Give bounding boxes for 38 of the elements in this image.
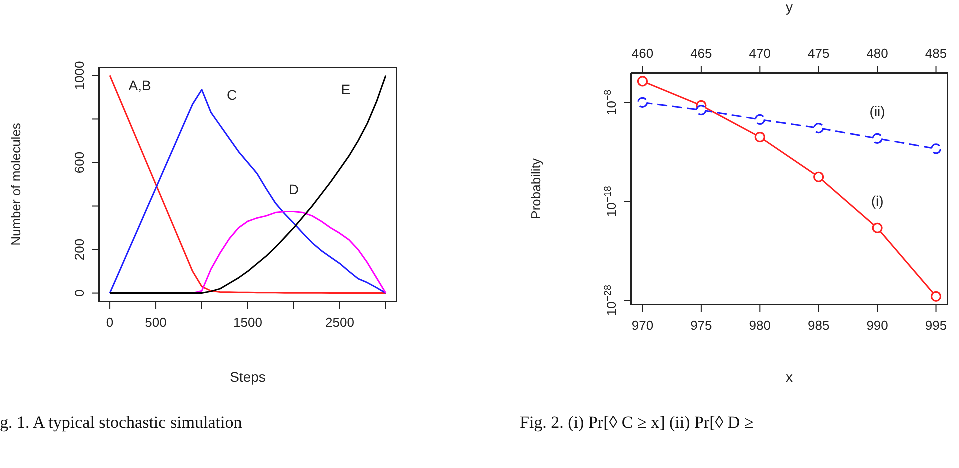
point (930, 291, 942, 302)
series-label: (i) (871, 193, 884, 210)
x-tick-label: 975 (690, 318, 712, 333)
series-label: D (288, 182, 300, 198)
point (637, 76, 648, 87)
y-axis-title: Probability (528, 158, 544, 220)
x2-tick-label: 485 (925, 46, 948, 61)
y-tick-label: 0 (72, 290, 87, 297)
y-tick-label: 1000 (72, 61, 87, 90)
x2-tick-label: 465 (690, 46, 712, 61)
series-label: E (341, 82, 351, 98)
y-axis-title: Number of molecules (8, 122, 24, 246)
point (814, 172, 824, 182)
x2-tick-label: 470 (749, 46, 771, 61)
x-tick-label: 970 (632, 318, 654, 333)
point (872, 222, 883, 234)
text: g. 1. A typical stochastic simulation (0, 413, 244, 433)
x2-tick-label: 460 (632, 46, 654, 61)
x-tick-label: 995 (925, 318, 948, 333)
x-tick-label: 1500 (234, 315, 262, 330)
x2-axis-title: y (786, 0, 793, 15)
series-label: (ii) (870, 104, 886, 120)
x-tick-label: 990 (866, 318, 888, 333)
x-tick-label: 980 (749, 318, 771, 333)
x-axis-title: Steps (230, 369, 266, 385)
y-tick-label: 600 (72, 152, 87, 174)
x-tick-label: 0 (106, 315, 114, 330)
series-label: C (226, 86, 238, 103)
x-tick-label: 500 (145, 315, 167, 330)
x-tick-label: 2500 (326, 315, 354, 330)
x2-tick-label: 475 (808, 46, 830, 61)
x-axis-title: x (786, 369, 793, 385)
caption: Fig. 2. (i) Pr[◊ C ≥ x] (ii) Pr[◊ D ≥ (520, 413, 755, 433)
series-label: A,B (128, 78, 152, 94)
point (754, 132, 766, 143)
y-tick-label: 200 (72, 238, 87, 261)
x2-tick-label: 480 (866, 46, 888, 61)
x-tick-label: 985 (808, 318, 830, 333)
